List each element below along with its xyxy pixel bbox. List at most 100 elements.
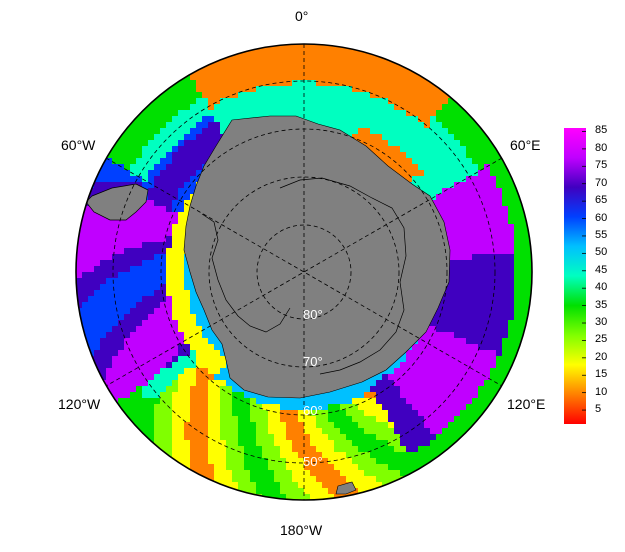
field-cell xyxy=(454,152,461,159)
field-cell xyxy=(484,290,491,297)
field-cell xyxy=(418,164,425,171)
field-cell xyxy=(220,356,227,363)
field-cell xyxy=(154,164,161,171)
field-cell xyxy=(502,230,509,237)
field-cell xyxy=(274,452,281,459)
field-cell xyxy=(406,74,413,81)
field-cell xyxy=(214,380,221,387)
field-cell xyxy=(178,254,185,261)
field-cell xyxy=(478,338,485,345)
field-cell xyxy=(208,98,215,105)
field-cell xyxy=(496,362,503,369)
field-cell xyxy=(406,146,413,153)
field-cell xyxy=(472,386,479,393)
field-cell xyxy=(172,380,179,387)
field-cell xyxy=(460,170,467,177)
field-cell xyxy=(154,266,161,273)
field-cell xyxy=(334,80,341,87)
field-cell xyxy=(334,116,341,123)
field-cell xyxy=(346,416,353,423)
field-cell xyxy=(118,308,125,315)
field-cell xyxy=(502,260,509,267)
field-cell xyxy=(328,122,335,129)
field-cell xyxy=(160,248,167,255)
field-cell xyxy=(418,104,425,111)
field-cell xyxy=(118,176,125,183)
field-cell xyxy=(406,92,413,99)
field-cell xyxy=(328,110,335,117)
field-cell xyxy=(364,74,371,81)
field-cell xyxy=(484,374,491,381)
field-cell xyxy=(508,320,515,327)
field-cell xyxy=(472,338,479,345)
field-cell xyxy=(118,266,125,273)
field-cell xyxy=(448,116,455,123)
field-cell xyxy=(280,80,287,87)
field-cell xyxy=(418,374,425,381)
field-cell xyxy=(238,440,245,447)
field-cell xyxy=(376,86,383,93)
field-cell xyxy=(286,398,293,405)
field-cell xyxy=(394,464,401,471)
subantarctic-island xyxy=(335,481,357,495)
field-cell xyxy=(256,398,263,405)
field-cell xyxy=(478,308,485,315)
field-cell xyxy=(514,260,521,267)
field-cell xyxy=(100,320,107,327)
field-cell xyxy=(130,212,137,219)
field-cell xyxy=(388,134,395,141)
field-cell xyxy=(394,140,401,147)
field-cell xyxy=(478,182,485,189)
field-cell xyxy=(352,92,359,99)
field-cell xyxy=(280,86,287,93)
field-cell xyxy=(112,248,119,255)
field-cell xyxy=(442,368,449,375)
field-cell xyxy=(274,488,281,495)
field-cell xyxy=(292,416,299,423)
field-cell xyxy=(358,428,365,435)
field-cell xyxy=(124,254,131,261)
field-cell xyxy=(484,218,491,225)
field-cell xyxy=(340,428,347,435)
field-cell xyxy=(490,308,497,315)
field-cell xyxy=(490,158,497,165)
field-cell xyxy=(376,104,383,111)
field-cell xyxy=(202,434,209,441)
field-cell xyxy=(172,338,179,345)
field-cell xyxy=(262,446,269,453)
field-cell xyxy=(190,380,197,387)
field-cell xyxy=(148,434,155,441)
field-cell xyxy=(244,50,251,57)
field-cell xyxy=(388,368,395,375)
field-cell xyxy=(448,290,455,297)
field-cell xyxy=(406,434,413,441)
field-cell xyxy=(364,392,371,399)
field-cell xyxy=(472,266,479,273)
field-cell xyxy=(460,212,467,219)
field-cell xyxy=(388,374,395,381)
field-cell xyxy=(160,320,167,327)
field-cell xyxy=(364,422,371,429)
field-cell xyxy=(202,374,209,381)
field-cell xyxy=(82,314,89,321)
field-cell xyxy=(358,74,365,81)
field-cell xyxy=(328,404,335,411)
field-cell xyxy=(166,104,173,111)
field-cell xyxy=(406,446,413,453)
field-cell xyxy=(262,404,269,411)
field-cell xyxy=(484,368,491,375)
field-cell xyxy=(106,368,113,375)
field-cell xyxy=(418,146,425,153)
field-cell xyxy=(448,206,455,213)
field-cell xyxy=(412,446,419,453)
field-cell xyxy=(208,416,215,423)
field-cell xyxy=(460,140,467,147)
field-cell xyxy=(448,362,455,369)
label-lat-50: 50° xyxy=(303,454,323,469)
field-cell xyxy=(406,98,413,105)
field-cell xyxy=(406,134,413,141)
field-cell xyxy=(448,296,455,303)
field-cell xyxy=(490,218,497,225)
field-cell xyxy=(304,458,311,465)
field-cell xyxy=(490,290,497,297)
